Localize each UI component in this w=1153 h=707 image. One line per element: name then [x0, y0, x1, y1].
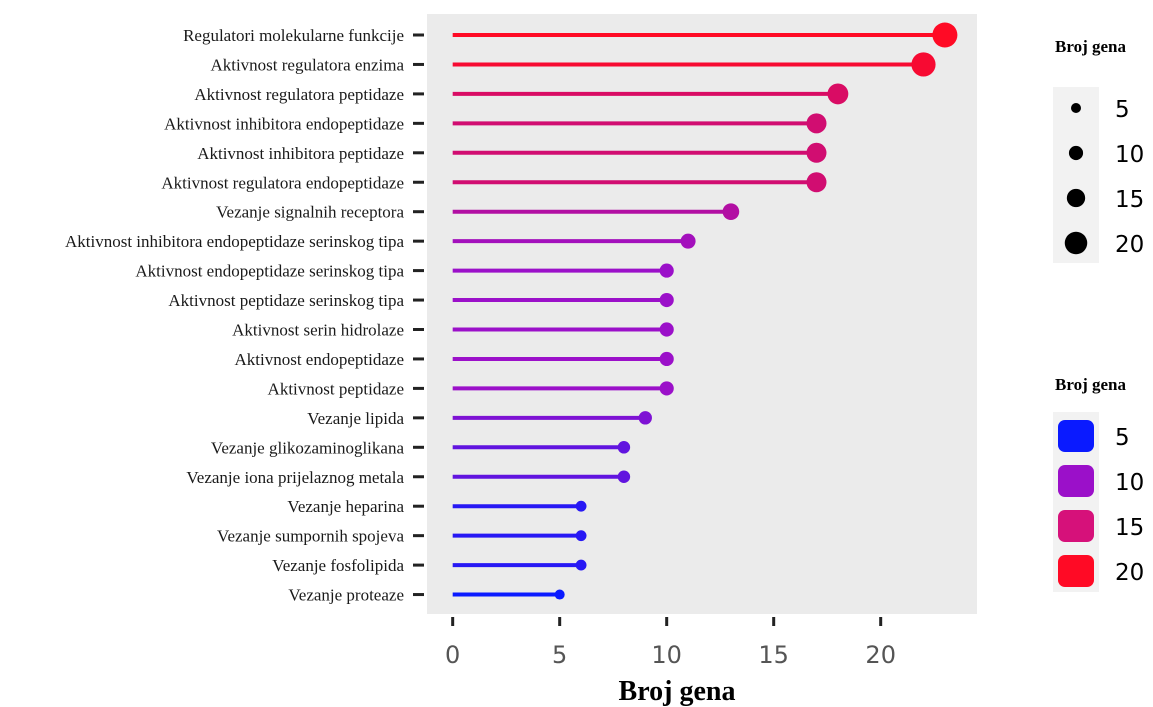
y-tick-label: Aktivnost regulatora enzima	[210, 55, 404, 74]
y-tick-label: Aktivnost serin hidrolaze	[232, 321, 404, 340]
size-legend-dot	[1071, 103, 1081, 113]
lollipop-point	[932, 22, 958, 48]
lollipop-point	[554, 589, 565, 600]
y-tick-label: Aktivnost inhibitora endopeptidaze serin…	[65, 232, 404, 251]
x-tick-label: 0	[445, 641, 460, 669]
y-tick-label: Aktivnost regulatora peptidaze	[194, 85, 404, 104]
size-legend-label: 15	[1115, 187, 1144, 213]
lollipop-point	[638, 411, 652, 425]
lollipop-point	[806, 113, 827, 134]
lollipop-point	[680, 233, 696, 249]
y-tick-label: Aktivnost peptidaze	[268, 379, 404, 398]
y-tick-label: Vezanje heparina	[287, 497, 404, 516]
y-tick-label: Vezanje iona prijelaznog metala	[186, 468, 404, 487]
y-tick-label: Vezanje proteaze	[288, 586, 404, 605]
color-legend-swatch	[1058, 555, 1094, 587]
x-ticks-layer: 0 5 10 15 20	[445, 617, 896, 669]
x-tick-label: 10	[651, 641, 682, 669]
y-tick-label: Aktivnost endopeptidaze	[235, 350, 405, 369]
x-tick-label: 15	[758, 641, 789, 669]
lollipop-point	[806, 172, 827, 193]
color-legend-swatch	[1058, 420, 1094, 452]
size-legend-dot	[1068, 145, 1084, 161]
y-tick-label: Aktivnost regulatora endopeptidaze	[161, 173, 404, 192]
y-tick-label: Vezanje lipida	[307, 409, 404, 428]
color-legend-label: 15	[1115, 515, 1144, 541]
size-legend-dot	[1064, 231, 1088, 255]
lollipop-point	[659, 351, 674, 367]
lollipop-point	[659, 292, 674, 308]
lollipop-point	[659, 263, 674, 278]
lollipop-point	[722, 203, 740, 221]
dots-layer	[554, 22, 958, 600]
lollipop-point	[575, 500, 587, 512]
lollipop-point	[617, 441, 631, 454]
y-tick-label: Aktivnost inhibitora peptidaze	[197, 144, 404, 163]
lollipop-point	[806, 142, 827, 163]
lollipop-point	[911, 52, 936, 77]
size-legend-title: Broj gena	[1055, 37, 1126, 56]
y-tick-label: Vezanje signalnih receptora	[216, 203, 404, 222]
size-legend-label: 10	[1115, 142, 1144, 168]
lollipop-point	[827, 83, 849, 105]
y-tick-label: Vezanje glikozaminoglikana	[211, 438, 405, 457]
color-legend-swatch	[1058, 465, 1094, 497]
size-legend: Broj gena 5 10 15 20	[1053, 37, 1144, 263]
y-tick-label: Aktivnost endopeptidaze serinskog tipa	[135, 262, 404, 281]
x-tick-label: 5	[552, 641, 567, 669]
color-legend-label: 5	[1115, 425, 1130, 451]
color-legend-swatch	[1058, 510, 1094, 542]
size-legend-label: 20	[1115, 232, 1144, 258]
lollipop-point	[659, 322, 674, 337]
y-tick-label: Aktivnost inhibitora endopeptidaze	[164, 114, 404, 133]
color-legend-label: 10	[1115, 470, 1144, 496]
lollipop-point	[659, 381, 674, 396]
lollipop-point	[617, 470, 631, 483]
y-tick-label: Aktivnost peptidaze serinskog tipa	[168, 291, 404, 310]
size-legend-dot	[1066, 188, 1086, 208]
x-axis-title: Broj gena	[619, 676, 736, 707]
plot-panel	[427, 14, 977, 614]
color-legend-label: 20	[1115, 560, 1144, 586]
color-legend: Broj gena 5 10 15 20	[1053, 375, 1144, 592]
x-tick-label: 20	[865, 641, 896, 669]
y-ticks-layer: Regulatori molekularne funkcije Aktivnost…	[65, 26, 424, 605]
size-legend-label: 5	[1115, 97, 1130, 123]
lollipop-point	[575, 559, 587, 571]
y-tick-label: Regulatori molekularne funkcije	[183, 26, 404, 45]
lollipop-point	[575, 530, 587, 542]
y-tick-label: Vezanje fosfolipida	[272, 556, 404, 575]
y-tick-label: Vezanje sumpornih spojeva	[217, 527, 404, 546]
color-legend-title: Broj gena	[1055, 375, 1126, 394]
stems-layer	[452, 33, 945, 597]
